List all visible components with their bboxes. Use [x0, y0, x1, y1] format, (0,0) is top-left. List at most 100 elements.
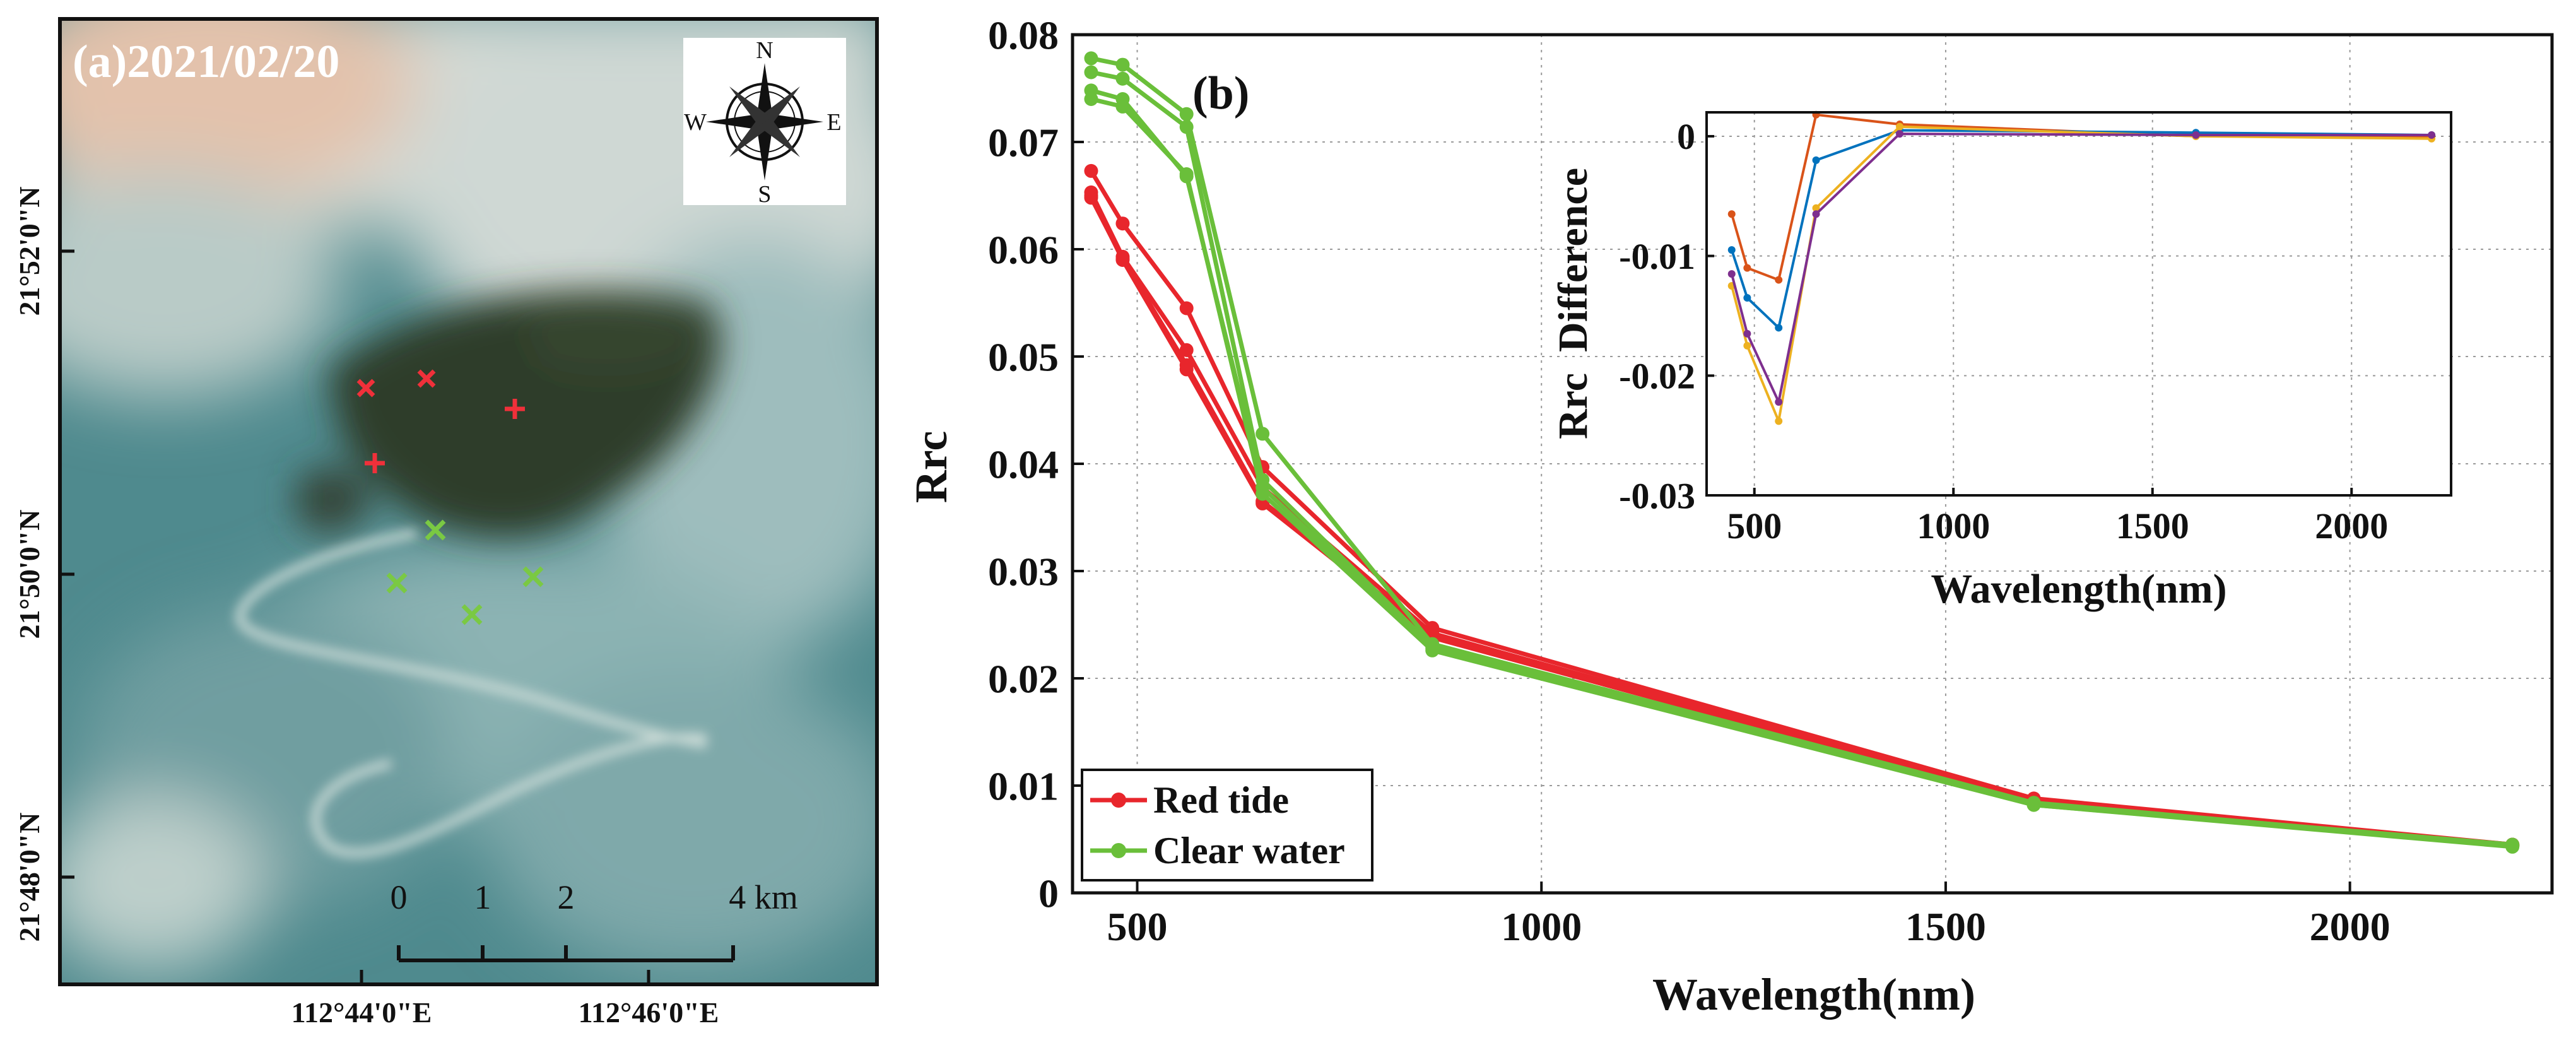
scale-tick-label: 1 [474, 878, 491, 916]
clear-water-cross-marker [461, 604, 483, 625]
red-tide-markers [356, 369, 525, 473]
clear-water-cross-marker [386, 572, 408, 594]
data-point [1743, 294, 1751, 302]
y-tick-label: 0.08 [988, 13, 1059, 57]
legend-red-tide-marker [1111, 793, 1126, 808]
y-tick-label: 0.06 [988, 227, 1059, 272]
data-point [2505, 839, 2520, 853]
panel-b-label: (b) [1192, 68, 1249, 119]
main-x-axis-label: Wavelength(nm) [1652, 969, 1975, 1020]
panel-a: N S E W 0 1 2 4 km (a)2021/02/20 [13, 17, 879, 1029]
data-point [1179, 301, 1194, 316]
data-point [1896, 122, 1904, 131]
data-point [1115, 71, 1130, 86]
lat-label: 21°52'0"N [13, 187, 45, 316]
data-point [1727, 210, 1736, 218]
compass-n: N [756, 37, 773, 64]
inset-y-axis-label: Rrc Difference [1550, 168, 1596, 439]
clear-water-cross-marker [425, 519, 446, 541]
panel-a-label: (a)2021/02/20 [73, 36, 339, 88]
satellite-image: N S E W 0 1 2 4 km (a)2021/02/20 [60, 19, 877, 984]
data-point [1115, 57, 1130, 72]
data-point [1115, 216, 1130, 231]
y-tick-label: 0.02 [988, 656, 1059, 701]
data-point [1896, 130, 1904, 138]
legend: Red tide Clear water [1081, 769, 1373, 882]
y-tick-label: 0.01 [988, 764, 1059, 808]
data-point [1115, 253, 1130, 267]
compass-rose: N S E W [683, 37, 846, 208]
inset-x-axis-label: Wavelength(nm) [1931, 566, 2226, 612]
legend-red-tide-label: Red tide [1153, 779, 1289, 821]
inset-plot-frame [1705, 111, 2452, 497]
y-tick-label: -0.01 [1619, 236, 1695, 277]
x-tick-label: 1000 [1501, 904, 1582, 949]
data-point [1179, 343, 1194, 357]
red-tide-cross-marker [417, 369, 436, 388]
data-point [1256, 487, 1270, 501]
y-tick-label: -0.03 [1619, 475, 1695, 516]
legend-clear-water-label: Clear water [1153, 830, 1345, 871]
data-point [1084, 51, 1098, 66]
panel-b: 500 1000 1500 2000 0 0.01 0.02 0.03 0.04 0.05 0.06… [906, 13, 2554, 1020]
lat-label: 21°48'0"N [13, 813, 45, 942]
inset-series [1727, 110, 2436, 425]
series-green-7 [1084, 92, 2520, 853]
map-ticks [60, 249, 650, 984]
x-tick-label: 1000 [1917, 505, 1990, 546]
x-tick-label: 2000 [2315, 505, 2388, 546]
data-point [1727, 246, 1736, 254]
scale-tick-label: 2 [558, 878, 575, 916]
lat-label: 21°50'0"N [13, 510, 45, 639]
data-point [1812, 210, 1820, 218]
main-plot-frame [1071, 33, 2554, 895]
map-frame [58, 17, 879, 986]
data-point [1179, 167, 1194, 181]
data-point [1727, 270, 1736, 278]
data-point [2192, 131, 2200, 139]
red-tide-cross-marker [356, 379, 375, 398]
data-point [2026, 798, 2041, 812]
data-point [2428, 131, 2436, 139]
legend-box [1081, 769, 1373, 882]
data-point [1084, 163, 1098, 178]
data-point [1256, 427, 1270, 441]
data-point [1179, 107, 1194, 121]
inset-chart: 500 1000 1500 2000 0 -0.01 -0.02 -0.03 Waveleng… [1550, 110, 2452, 612]
clear-water-markers [386, 519, 544, 625]
data-point [1115, 99, 1130, 114]
x-tick-label: 1500 [2116, 505, 2189, 546]
y-tick-label: 0 [1677, 116, 1695, 157]
lon-label: 112°44'0"E [291, 996, 432, 1029]
data-point [1084, 92, 1098, 106]
data-point [1812, 204, 1820, 212]
red-tide-plus-marker [365, 453, 385, 473]
x-tick-label: 1500 [1905, 904, 1986, 949]
data-point [1179, 362, 1194, 377]
y-tick-label: 0.04 [988, 442, 1059, 487]
data-point [1775, 398, 1783, 406]
y-tick-label: 0.05 [988, 334, 1059, 379]
data-point [1775, 417, 1783, 425]
data-point [1743, 329, 1751, 338]
inset-plot-area [1707, 112, 2451, 495]
data-point [1179, 120, 1194, 134]
data-point [1743, 264, 1751, 272]
main-axis-ticks: 500 1000 1500 2000 0 0.01 0.02 0.03 0.04 0.05 0.06… [988, 13, 2391, 949]
y-tick-label: 0 [1038, 871, 1059, 916]
scale-tick-label: 4 km [729, 878, 798, 916]
compass-e: E [826, 109, 841, 136]
data-point [1775, 276, 1783, 284]
x-tick-label: 2000 [2310, 904, 2391, 949]
inset-axis-ticks: 500 1000 1500 2000 0 -0.01 -0.02 -0.03 [1619, 116, 2388, 546]
red-tide-plus-marker [505, 399, 525, 419]
y-tick-label: 0.07 [988, 120, 1059, 165]
scale-bar [397, 945, 735, 962]
clear-water-cross-marker [522, 566, 544, 587]
lon-label: 112°46'0"E [579, 996, 719, 1029]
series-line-3 [1727, 130, 2436, 406]
compass-w: W [684, 109, 707, 136]
data-point [1743, 341, 1751, 350]
data-point [1775, 324, 1783, 332]
